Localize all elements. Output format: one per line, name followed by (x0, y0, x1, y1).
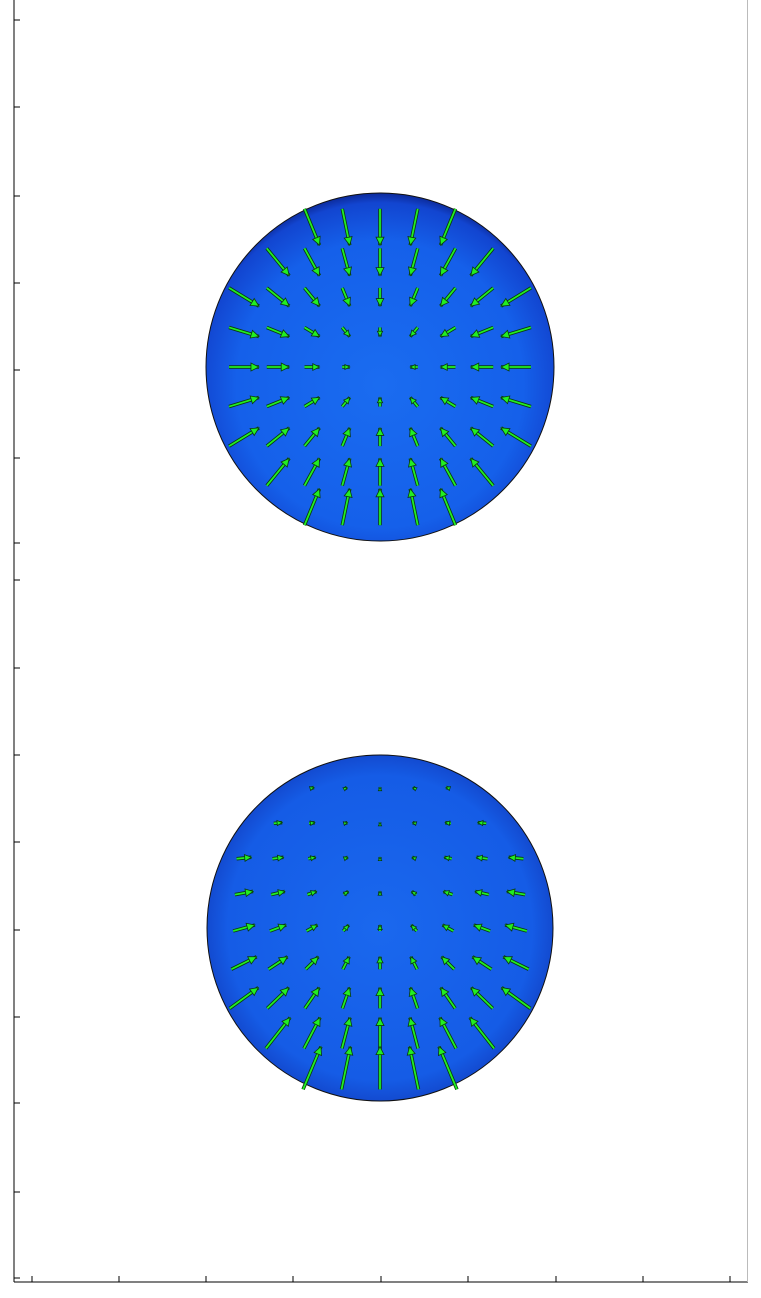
arrow (378, 891, 382, 895)
arrow (378, 925, 383, 931)
arrow (378, 857, 381, 860)
arrow (378, 787, 381, 790)
vector-field-view (0, 0, 761, 1298)
arrow (410, 365, 417, 370)
arrow (378, 823, 381, 826)
arrow (342, 365, 349, 370)
